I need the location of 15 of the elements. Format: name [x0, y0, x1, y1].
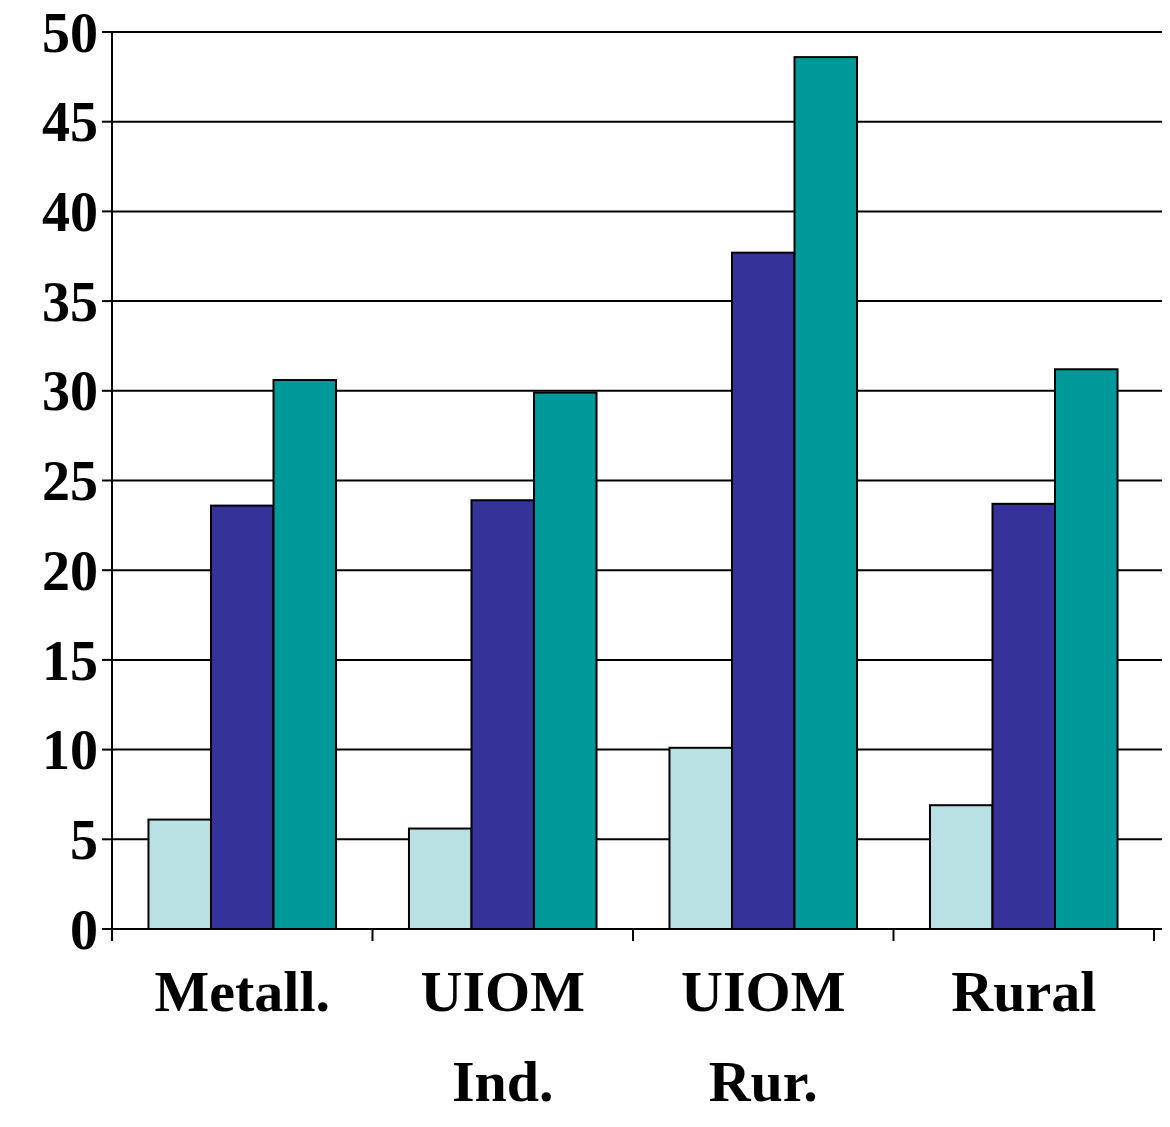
- y-tick-label: 40: [42, 181, 98, 243]
- y-tick-label: 10: [42, 719, 98, 782]
- y-tick-label: 0: [70, 898, 98, 961]
- y-tick-label: 5: [70, 808, 98, 871]
- y-tick-label: 30: [42, 360, 98, 423]
- y-tick-label: 50: [42, 1, 98, 64]
- x-tick-label: Metall.: [154, 959, 331, 1024]
- x-tick-label: Rural: [951, 959, 1097, 1024]
- y-tick-label: 20: [42, 539, 98, 602]
- y-tick-label: 45: [42, 91, 98, 154]
- y-tick-label: 25: [42, 450, 98, 513]
- y-tick-label: 15: [42, 629, 98, 692]
- x-tick-label: UIOM Rur.: [681, 959, 846, 1114]
- y-tick-label: 35: [42, 270, 98, 333]
- x-tick-label: UIOM Ind.: [420, 959, 585, 1114]
